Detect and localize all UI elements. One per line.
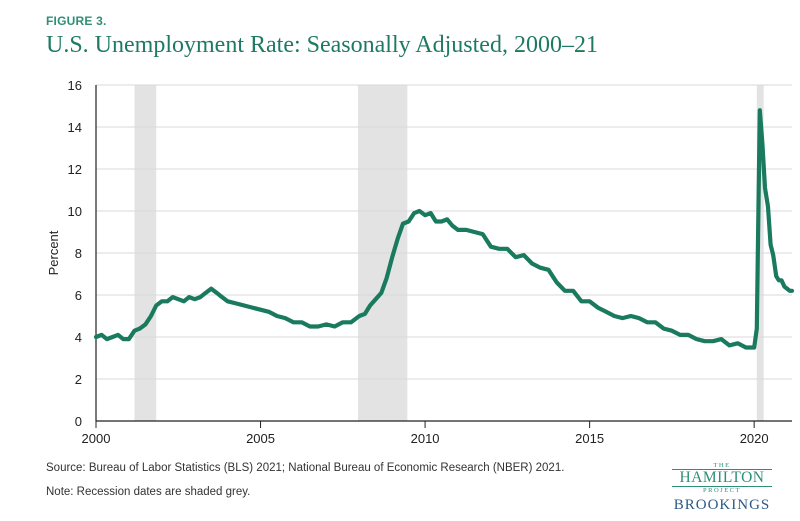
- series-layer: [93, 108, 795, 350]
- series-line-1: [93, 108, 795, 350]
- x-tick-label: 2015: [575, 431, 604, 446]
- x-tick-label: 2010: [411, 431, 440, 446]
- logo-the: THE: [713, 462, 731, 469]
- y-tick-label: 14: [68, 120, 82, 135]
- y-tick-label: 6: [75, 288, 82, 303]
- y-tick-label: 4: [75, 330, 82, 345]
- source-note: Source: Bureau of Labor Statistics (BLS)…: [46, 462, 565, 474]
- y-tick-label: 0: [75, 414, 82, 429]
- y-tick-label: 8: [75, 246, 82, 261]
- hamilton-brookings-logo: THE HAMILTON PROJECT BROOKINGS: [672, 462, 772, 514]
- y-tick-label: 12: [68, 162, 82, 177]
- recession-note: Note: Recession dates are shaded grey.: [46, 486, 251, 498]
- logo-hamilton: HAMILTON: [672, 469, 772, 487]
- y-tick-label: 10: [68, 204, 82, 219]
- y-axis-title: Percent: [46, 230, 61, 275]
- x-tick-label: 2005: [246, 431, 275, 446]
- x-tick-label: 2000: [82, 431, 111, 446]
- y-tick-label: 2: [75, 372, 82, 387]
- logo-brookings: BROOKINGS: [673, 497, 771, 513]
- x-tick-label: 2020: [740, 431, 769, 446]
- y-tick-label: 16: [68, 78, 82, 93]
- figure-label: FIGURE 3.: [46, 14, 107, 28]
- logo-project: PROJECT: [703, 487, 741, 494]
- axes: 0 2 4 6 8 10 12 14 16 2000 2005 2010 2015 2020: [68, 78, 792, 446]
- grid-lines: [96, 84, 792, 380]
- chart-title: U.S. Unemployment Rate: Seasonally Adjus…: [46, 32, 598, 58]
